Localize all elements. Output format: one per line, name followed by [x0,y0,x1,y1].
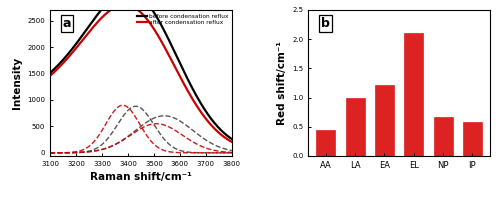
Legend: before condensation reflux, after condensation reflux: before condensation reflux, after conden… [136,13,229,25]
after condensation reflux [163,48,169,51]
after condensation reflux [105,11,111,13]
Y-axis label: Red shift/cm⁻¹: Red shift/cm⁻¹ [276,41,286,125]
before condensation reflux [93,15,99,18]
X-axis label: Raman shift/cm⁻¹: Raman shift/cm⁻¹ [90,172,192,182]
Text: a: a [62,17,71,30]
Y-axis label: Intensity: Intensity [12,57,22,109]
after condensation reflux [54,68,60,70]
after condensation reflux [112,6,117,9]
after condensation reflux [229,141,235,143]
before condensation reflux [105,1,111,3]
Bar [404,33,423,156]
Text: b: b [321,17,330,30]
before condensation reflux [54,65,60,67]
Bar [463,122,482,156]
Bar [346,98,364,156]
Bar [375,85,394,156]
before condensation reflux [163,33,169,35]
after condensation reflux [122,4,128,6]
Line: after condensation reflux: after condensation reflux [50,5,232,142]
after condensation reflux [126,4,132,7]
after condensation reflux [93,22,99,25]
after condensation reflux [47,75,53,77]
Line: before condensation reflux: before condensation reflux [50,0,232,139]
before condensation reflux [229,138,235,140]
Bar [434,117,452,156]
Bar [316,130,336,156]
before condensation reflux [47,72,53,74]
